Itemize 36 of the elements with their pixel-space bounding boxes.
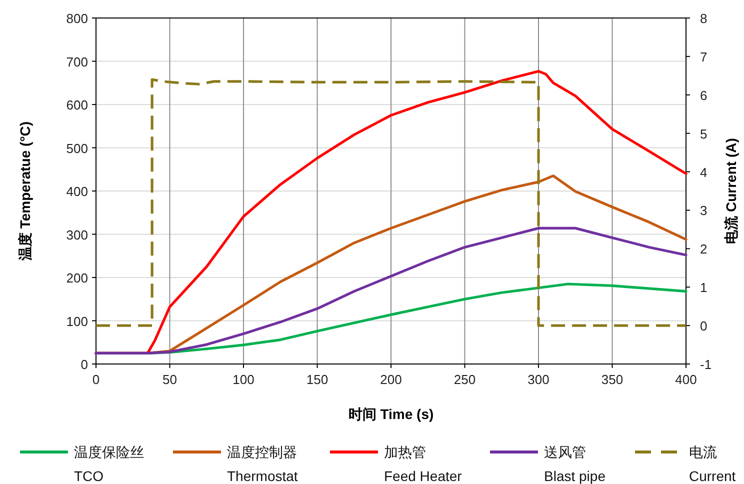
x-tick-label: 50: [162, 372, 177, 387]
y2-tick-label: 6: [700, 88, 708, 103]
legend-label: 温度保险丝 TCO: [74, 444, 144, 484]
x-tick-label: 350: [601, 372, 624, 387]
y2-tick-label: 4: [700, 164, 708, 180]
y-tick-label: 500: [66, 140, 88, 156]
legend-label: 电流 Current: [689, 444, 736, 484]
legend-label: 温度控制器 Thermostat: [227, 444, 298, 484]
y2-tick-label: 7: [700, 49, 708, 64]
x-tick-label: 150: [306, 372, 328, 387]
y2-tick-label: -1: [700, 357, 712, 372]
x-tick-label: 200: [380, 372, 402, 387]
x-tick-label: 0: [92, 372, 100, 387]
x-tick-label: 250: [454, 372, 476, 387]
y-tick-label: 800: [66, 11, 88, 26]
y2-tick-label: 5: [700, 126, 708, 142]
y2-tick-label: 8: [700, 11, 708, 26]
y-tick-label: 200: [66, 270, 88, 286]
y-tick-label: 0: [80, 357, 88, 372]
y2-tick-label: 2: [700, 242, 708, 257]
legend-label: 加热管 Feed Heater: [384, 444, 462, 484]
y-tick-label: 400: [66, 184, 88, 199]
y2-tick-label: 3: [700, 203, 708, 218]
y2-axis-title: 电流 Current (A): [723, 138, 739, 244]
x-tick-label: 300: [528, 372, 550, 387]
x-axis-title: 时间 Time (s): [348, 406, 434, 422]
y-tick-label: 100: [66, 314, 88, 329]
y2-tick-label: 1: [700, 280, 708, 296]
legend-label: 送风管 Blast pipe: [544, 444, 606, 484]
y-tick-label: 600: [66, 98, 88, 112]
y-tick-label: 700: [66, 54, 88, 70]
y-axis-title: 温度 Temperatue (°C): [17, 121, 33, 262]
y2-tick-label: 0: [700, 318, 708, 334]
x-tick-label: 400: [675, 372, 697, 387]
x-tick-label: 100: [232, 372, 254, 387]
y-tick-label: 300: [66, 227, 88, 242]
